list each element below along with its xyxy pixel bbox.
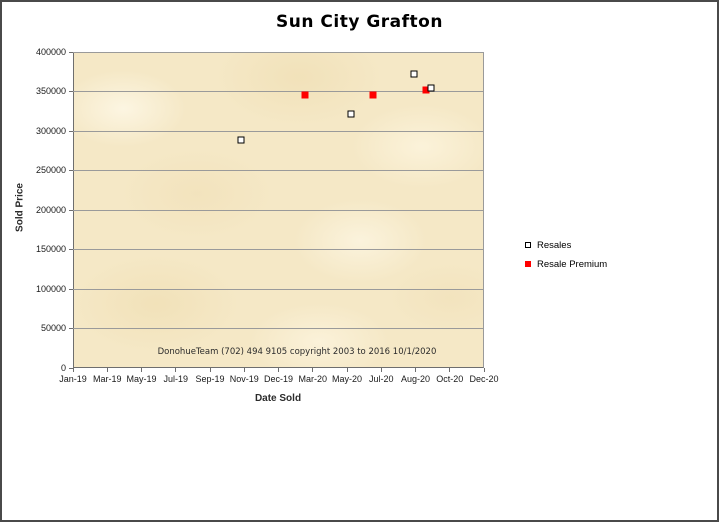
x-tick — [141, 368, 142, 372]
y-axis-title: Sold Price — [14, 183, 26, 232]
x-tick — [346, 368, 348, 372]
x-axis-title: Date Sold — [254, 393, 302, 404]
x-tick — [175, 368, 177, 372]
x-tick — [243, 368, 245, 372]
y-tick-label: 400000 — [35, 46, 66, 57]
x-tick-label: Jan-19 — [59, 374, 87, 384]
plot-area — [73, 52, 484, 368]
x-tick — [483, 368, 485, 372]
y-tick-label: 300000 — [35, 125, 66, 136]
x-tick-label: Dec-19 — [263, 374, 293, 384]
x-tick-label: Aug-20 — [400, 374, 431, 384]
x-tick-label: Jul-20 — [368, 374, 394, 384]
x-tick — [106, 368, 108, 372]
legend-label-resales: Resales — [537, 239, 572, 251]
y-tick-label: 50000 — [40, 323, 66, 333]
x-tick-label: Jul-19 — [163, 374, 188, 384]
x-tick-label: May-19 — [126, 374, 157, 384]
copyright-annotation: DonohueTeam (702) 494 9105 copyright 200… — [157, 347, 437, 357]
open-square-marker-icon — [525, 242, 531, 248]
legend-item-resale-premium: Resale Premium — [525, 258, 608, 270]
legend-label-resale-premium: Resale Premium — [537, 258, 608, 270]
x-tick — [312, 368, 314, 372]
x-tick — [278, 368, 279, 372]
chart-title: Sun City Grafton — [276, 12, 443, 32]
x-tick-label: Mar-20 — [298, 374, 327, 384]
x-tick — [72, 368, 74, 372]
y-tick-label: 350000 — [35, 86, 66, 96]
x-tick-label: Dec-20 — [469, 374, 499, 384]
x-tick-label: Oct-20 — [436, 374, 464, 384]
x-tick-label: Nov-19 — [229, 374, 259, 384]
y-tick-label: 100000 — [35, 283, 66, 294]
x-tick-label: Sep-19 — [195, 374, 225, 384]
x-tick — [209, 368, 211, 372]
legend: Resales Resale Premium — [525, 240, 607, 278]
x-tick-label: May-20 — [331, 374, 362, 384]
x-tick — [415, 368, 416, 372]
x-tick-label: Mar-19 — [92, 374, 122, 384]
filled-square-marker-icon — [525, 261, 531, 267]
x-tick — [449, 368, 451, 372]
x-tick — [380, 368, 382, 372]
legend-item-resales: Resales — [525, 239, 607, 251]
y-tick-label: 0 — [60, 362, 66, 373]
